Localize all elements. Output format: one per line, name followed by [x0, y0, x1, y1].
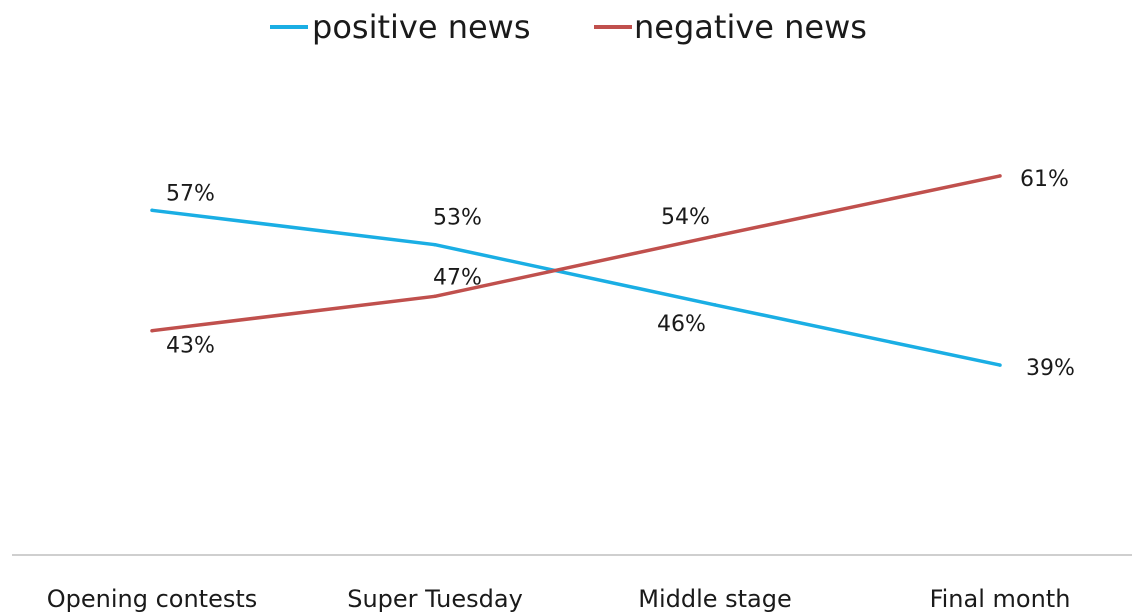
data-label-positive-news-3: 39% — [1026, 356, 1075, 381]
series-line-positive-news — [151, 208, 1001, 367]
series-line-negative-news — [151, 174, 1001, 333]
data-label-negative-news-0: 43% — [166, 334, 215, 359]
data-label-positive-news-2: 46% — [657, 312, 706, 337]
data-point-positive-news-0 — [150, 208, 154, 213]
x-tick-label-super-tuesday: Super Tuesday — [347, 585, 523, 613]
data-point-positive-news-2 — [713, 303, 717, 307]
data-label-positive-news-1: 53% — [433, 206, 482, 231]
x-axis-ticks: Opening contests Super Tuesday Middle stag… — [47, 585, 1071, 613]
data-label-negative-news-1: 47% — [433, 265, 482, 290]
data-label-positive-news-0: 57% — [166, 181, 215, 206]
data-point-negative-news-1 — [433, 294, 437, 299]
data-labels: 57% 53% 46% 39% 43% 47% 54% 61% — [166, 167, 1075, 381]
data-label-negative-news-2: 54% — [661, 205, 710, 230]
series-layer — [150, 174, 1002, 367]
legend: positive news negative news — [270, 8, 867, 46]
data-point-positive-news-1 — [433, 242, 437, 247]
data-point-negative-news-0 — [150, 328, 154, 333]
x-tick-label-middle-stage: Middle stage — [638, 585, 792, 613]
legend-label-positive: positive news — [312, 8, 531, 46]
data-point-negative-news-3 — [998, 174, 1002, 178]
data-label-negative-news-3: 61% — [1020, 167, 1069, 192]
data-point-positive-news-3 — [998, 363, 1002, 367]
legend-label-negative: negative news — [634, 8, 867, 46]
x-tick-label-final-month: Final month — [930, 585, 1071, 613]
legend-item-positive: positive news — [270, 8, 531, 46]
x-tick-label-opening-contests: Opening contests — [47, 585, 258, 613]
legend-item-negative: negative news — [594, 8, 867, 46]
data-point-negative-news-2 — [713, 234, 717, 238]
